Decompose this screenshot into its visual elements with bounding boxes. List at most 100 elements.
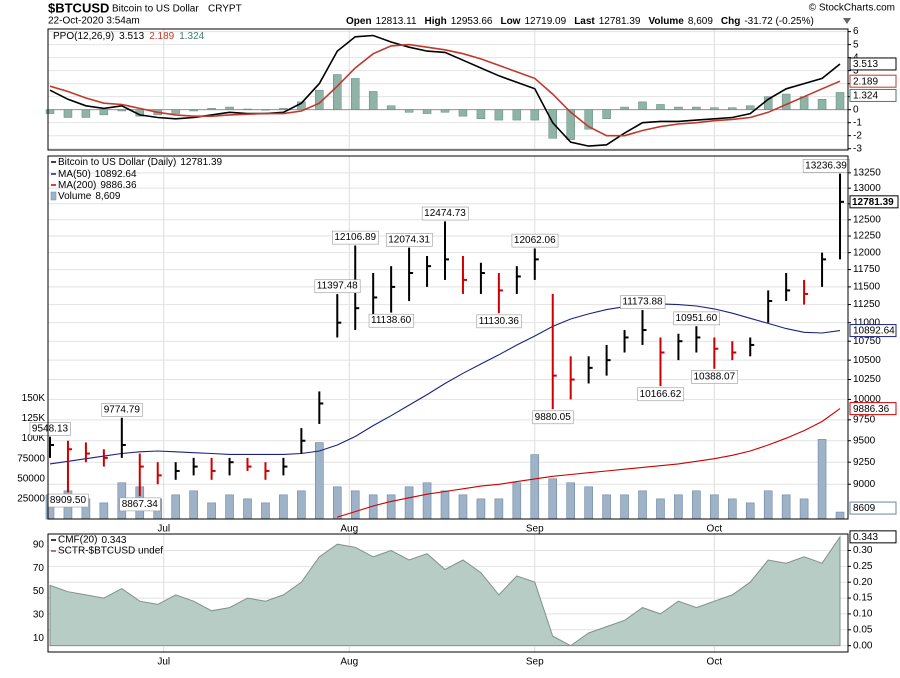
legend: MA(200) 9886.36 — [58, 180, 137, 191]
y-tick-label: 9000 — [853, 479, 876, 490]
y-tick-label: 0.15 — [853, 593, 873, 604]
value-tag-label: 1.324 — [853, 91, 878, 102]
value-tag — [849, 195, 899, 209]
histogram-bar — [458, 109, 468, 117]
legend-value: 2.189 — [149, 31, 174, 42]
volume-bar — [727, 498, 737, 520]
annotation-box — [29, 422, 71, 436]
volume-bar — [763, 490, 773, 520]
histogram-bar — [422, 109, 432, 114]
annotation: 8867.34 — [122, 499, 159, 510]
histogram-bar — [530, 109, 540, 121]
histogram-bar — [476, 109, 486, 120]
y2-tick-label: 75000 — [17, 453, 45, 464]
legend-name: MA(50) — [58, 169, 91, 180]
y-tick-label: 0.20 — [853, 577, 873, 588]
histogram-bar — [674, 106, 683, 110]
histogram-bar — [728, 107, 737, 110]
volume-bar — [548, 478, 558, 520]
y2-tick-label: 10 — [33, 633, 45, 644]
x-tick-label: Aug — [340, 657, 358, 668]
value-tag — [849, 402, 897, 416]
volume-bar — [440, 490, 450, 520]
volume-bar — [207, 502, 216, 520]
y-tick-label: 12500 — [853, 214, 881, 225]
volume-bar — [602, 494, 611, 520]
volume-bar — [171, 494, 180, 520]
histogram-bar — [781, 93, 791, 110]
volume-bar — [656, 498, 665, 520]
annotation-box — [673, 311, 720, 326]
annotation-box — [476, 314, 522, 329]
y2-tick-label: 70 — [33, 563, 45, 574]
y-tick-label: 11500 — [853, 282, 881, 293]
annotation: 9774.79 — [104, 404, 141, 415]
value-tag-label: 3.513 — [853, 59, 878, 70]
histogram-bar — [333, 74, 342, 110]
volume-bar — [566, 482, 575, 520]
y2-tick-label: 150K — [22, 393, 46, 404]
value-tag — [849, 74, 897, 88]
y-tick-label: 0.10 — [853, 609, 873, 620]
annotation: 12074.31 — [388, 234, 430, 245]
annotation-box — [511, 233, 559, 248]
annotation: 11173.88 — [622, 297, 663, 308]
histogram-bar — [620, 106, 629, 110]
annotation: 9548.13 — [32, 423, 69, 434]
quote-value: 12781.39 — [599, 16, 641, 27]
volume-bar — [422, 482, 432, 520]
histogram-bar — [440, 109, 450, 113]
annotation: 10166.62 — [640, 389, 682, 400]
value-tag-label: 12781.39 — [852, 197, 894, 208]
quote: Open 12813.11 High 12953.66 Low 12719.09 Last 1… — [346, 16, 814, 27]
legend: Volume 8,609 — [58, 191, 121, 202]
instrument-name: Bitcoin to US Dollar — [112, 4, 199, 15]
histogram-bar — [99, 109, 109, 116]
y2-tick-label: 125K — [22, 413, 46, 424]
annotation-box — [119, 497, 161, 512]
volume-bar — [745, 502, 755, 520]
y-tick-label: 12000 — [853, 247, 881, 258]
panel-border — [47, 533, 849, 653]
histogram-bar — [117, 109, 127, 112]
volume-bar — [350, 490, 360, 520]
legend-name: MA(200) — [58, 180, 96, 191]
annotation: 12106.89 — [334, 232, 376, 243]
legend-value: 10892.64 — [95, 169, 137, 180]
legend-value: 3.513 — [119, 31, 144, 42]
timestamp: 22-Oct-2020 3:54am — [48, 16, 140, 27]
volume-bar — [512, 482, 522, 520]
legend-value: 0.343 — [101, 535, 126, 546]
legend-title: Bitcoin to US Dollar (Daily) — [58, 157, 176, 168]
y-tick-label: 13250 — [853, 167, 881, 178]
dropdown-icon[interactable] — [843, 18, 851, 24]
cmf-area — [49, 535, 841, 647]
x-tick-label: Jul — [157, 524, 170, 535]
legend-swatch — [50, 191, 57, 201]
histogram-bar — [368, 91, 378, 110]
x-tick-label: Jul — [157, 657, 170, 668]
annotation: 9880.05 — [535, 412, 572, 423]
volume-bar — [99, 502, 109, 520]
value-tag-label: 0.343 — [853, 532, 878, 543]
legend: Bitcoin to US Dollar (Daily) 12781.39 — [58, 157, 223, 168]
y2-tick-label: 100K — [22, 433, 46, 444]
annotation-box — [637, 387, 685, 402]
volume-bar — [297, 490, 306, 520]
histogram-bar — [692, 106, 701, 110]
legend: MA(50) 10892.64 — [58, 169, 137, 180]
legend: PPO(12,26,9) 3.513 2.189 1.324 — [53, 31, 205, 42]
volume-bar — [494, 498, 504, 520]
y-tick-label: 10250 — [853, 374, 881, 385]
histogram-bar — [45, 109, 55, 114]
quote-label: Low — [500, 16, 520, 27]
histogram-bar — [835, 92, 845, 110]
quote-value: 12719.09 — [524, 16, 566, 27]
y2-tick-label: 90 — [33, 539, 45, 550]
value-tag — [849, 501, 897, 515]
annotation-box — [802, 159, 850, 173]
quote-label: Chg — [721, 16, 740, 27]
y-tick-label: 3 — [853, 65, 859, 76]
y-tick-label: 11750 — [853, 264, 881, 275]
